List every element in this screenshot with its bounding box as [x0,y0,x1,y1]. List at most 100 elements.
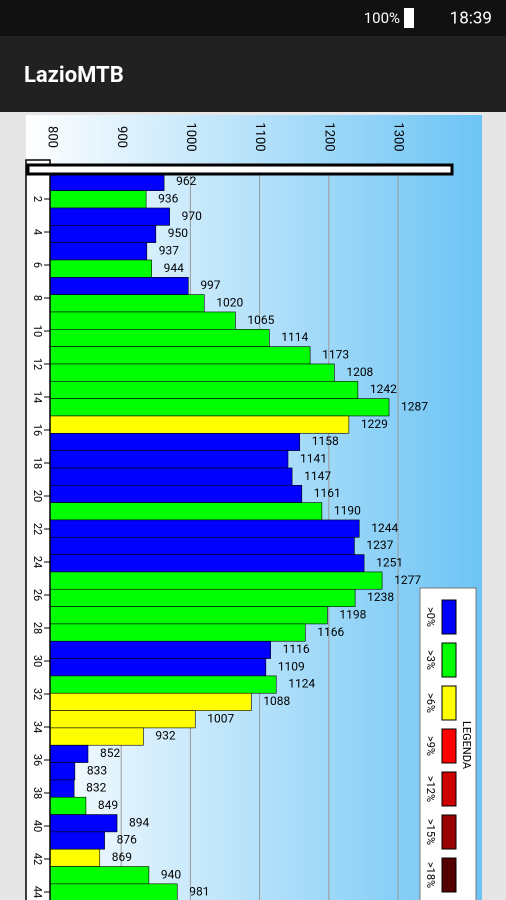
value-label: 833 [87,763,107,777]
value-label: 1141 [300,451,327,465]
x-tick-label: 1000 [183,122,198,151]
bar [49,277,189,295]
status-bar [0,0,506,36]
bar [49,744,89,763]
bar [49,831,105,850]
value-label: 1208 [346,365,373,379]
bar [49,779,75,798]
legend-label: >9% [424,736,437,756]
bar [49,173,165,191]
bar [49,242,148,261]
bar [49,259,152,278]
legend-label: >12% [424,776,437,802]
value-label: 1116 [283,642,310,656]
value-label: 1109 [278,659,305,673]
y-tick-label: 18 [31,457,44,469]
bar [49,727,144,746]
clock: 18:39 [450,8,492,28]
value-label: 852 [100,746,120,760]
y-tick-label: 44 [31,886,44,898]
bar [49,432,301,451]
bar [49,866,150,885]
bar [49,675,277,694]
bar [49,484,303,503]
bar [49,814,118,833]
y-tick-label: 28 [31,622,44,634]
y-tick-label: 6 [31,262,44,268]
y-tick-label: 32 [31,688,44,700]
legend-swatch [441,814,457,850]
y-tick-label: 42 [31,853,44,865]
value-label: 1173 [322,347,349,361]
value-label: 876 [117,833,137,847]
legend-title: LEGENDA [460,721,473,770]
bar [49,883,178,900]
bar [49,450,289,469]
y-tick-label: 10 [31,325,44,337]
bar [49,762,76,781]
bar [49,710,196,729]
bar [49,311,236,330]
y-tick-label: 22 [31,523,44,535]
value-label: 849 [98,798,118,812]
legend-swatch [441,728,457,764]
y-tick-label: 12 [31,358,44,370]
value-label: 1251 [376,555,403,569]
value-label: 997 [200,278,220,292]
y-tick-label: 40 [31,820,44,832]
bar [49,848,101,867]
battery: 100% [364,9,400,27]
value-label: 1237 [366,538,393,552]
legend-swatch [441,771,457,807]
bar [49,536,355,555]
value-label: 1147 [304,469,331,483]
y-tick-label: 24 [31,556,44,568]
value-label: 1158 [312,434,339,448]
value-label: 970 [182,209,202,223]
legend-label: >15% [424,819,437,845]
value-label: 1198 [339,607,366,621]
chart: 800 900 1000 1100 1200 1300 962 936 970 950 937 944… [25,115,482,900]
bar [49,363,335,382]
value-label: 1190 [334,503,361,517]
value-label: 1124 [288,677,315,691]
y-tick-label: 16 [31,424,44,436]
bar [49,190,147,209]
bar [49,640,271,659]
value-label: 869 [112,850,132,864]
value-label: 1161 [314,486,341,500]
y-tick-label: 26 [31,589,44,601]
legend-swatch [441,857,457,893]
value-label: 950 [168,226,188,240]
bar [49,796,87,815]
bar [49,207,170,226]
value-label: 894 [129,815,149,829]
value-label: 944 [164,261,184,275]
y-tick-label: 2 [31,196,44,202]
value-label: 936 [158,192,178,206]
bar [49,415,350,434]
bar [49,692,252,711]
bar [49,329,270,347]
battery-icon [404,8,414,28]
bar [49,658,267,677]
legend-label: >6% [424,693,437,713]
app-bar [0,36,506,112]
legend-label: >18% [424,862,437,888]
x-tick-label: 1100 [252,122,267,151]
bar [49,571,383,590]
y-tick-label: 14 [31,391,44,403]
value-label: 962 [176,174,196,188]
y-tick-label: 30 [31,655,44,667]
bar [49,346,311,365]
value-label: 932 [155,729,175,743]
y-tick-label: 20 [31,490,44,502]
x-tick-label: 800 [45,126,60,148]
x-tick-label: 1300 [391,122,406,151]
value-label: 1020 [216,295,243,309]
bar [49,398,390,417]
bar [49,380,359,399]
bar [49,225,157,243]
